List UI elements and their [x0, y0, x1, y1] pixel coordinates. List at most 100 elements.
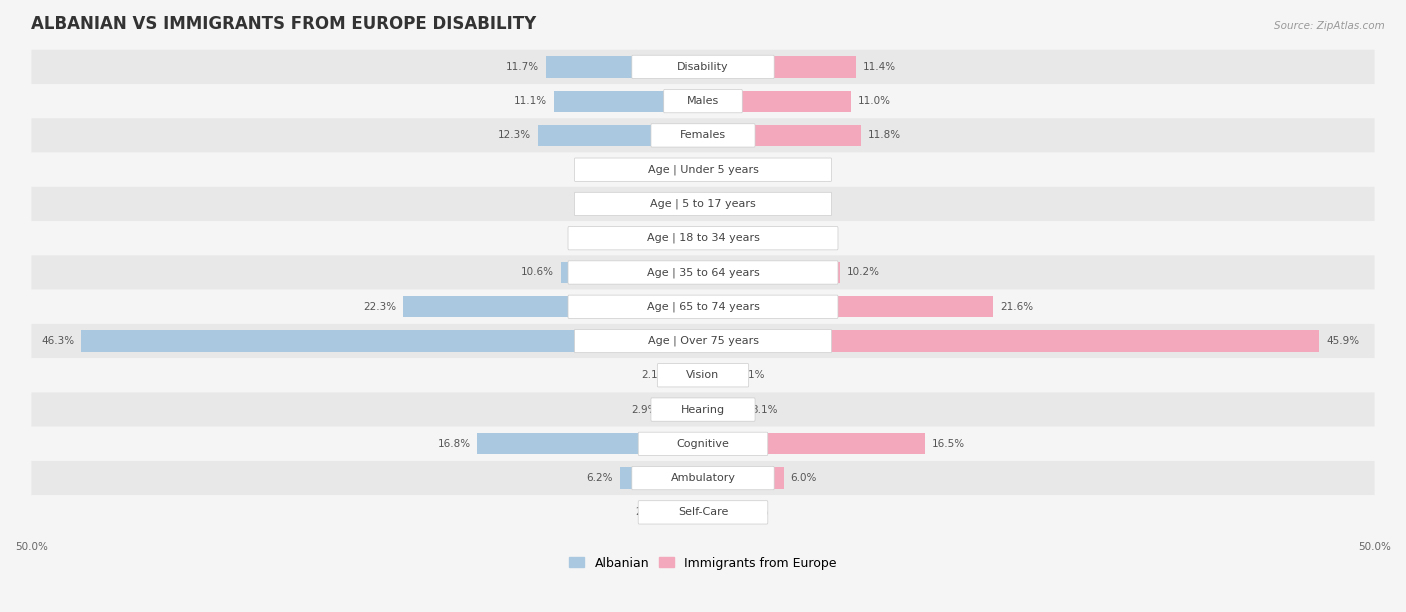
Bar [703, 296, 993, 318]
FancyBboxPatch shape [31, 187, 1375, 221]
Text: 11.1%: 11.1% [515, 96, 547, 106]
Text: 2.1%: 2.1% [738, 370, 765, 380]
Bar [703, 399, 745, 420]
Text: 5.3%: 5.3% [780, 199, 807, 209]
Text: 10.6%: 10.6% [520, 267, 554, 277]
Text: 6.2%: 6.2% [586, 473, 613, 483]
Bar [617, 228, 703, 249]
Bar [478, 433, 703, 455]
FancyBboxPatch shape [31, 358, 1375, 392]
Bar [703, 468, 783, 489]
FancyBboxPatch shape [31, 495, 1375, 529]
Text: Age | 18 to 34 years: Age | 18 to 34 years [647, 233, 759, 244]
Bar [561, 262, 703, 283]
Text: 1.1%: 1.1% [655, 165, 682, 174]
Text: 6.4%: 6.4% [796, 233, 823, 243]
FancyBboxPatch shape [568, 295, 838, 318]
Bar [546, 56, 703, 78]
Bar [688, 159, 703, 181]
FancyBboxPatch shape [638, 432, 768, 455]
Text: 2.9%: 2.9% [631, 405, 658, 414]
FancyBboxPatch shape [575, 158, 831, 181]
Text: 3.1%: 3.1% [751, 405, 778, 414]
Bar [675, 365, 703, 386]
FancyBboxPatch shape [664, 89, 742, 113]
Bar [703, 502, 735, 523]
Text: 11.8%: 11.8% [868, 130, 901, 140]
FancyBboxPatch shape [31, 324, 1375, 358]
FancyBboxPatch shape [631, 466, 775, 490]
Bar [703, 433, 925, 455]
FancyBboxPatch shape [31, 118, 1375, 152]
FancyBboxPatch shape [31, 50, 1375, 84]
Bar [554, 91, 703, 112]
Bar [703, 228, 789, 249]
FancyBboxPatch shape [31, 255, 1375, 289]
Text: 11.0%: 11.0% [858, 96, 890, 106]
FancyBboxPatch shape [568, 226, 838, 250]
Bar [703, 91, 851, 112]
Text: 6.0%: 6.0% [790, 473, 817, 483]
Bar [703, 262, 839, 283]
Bar [628, 193, 703, 215]
FancyBboxPatch shape [638, 501, 768, 524]
Text: 21.6%: 21.6% [1000, 302, 1033, 312]
Bar [703, 125, 862, 146]
Bar [538, 125, 703, 146]
FancyBboxPatch shape [651, 398, 755, 421]
Text: 10.2%: 10.2% [846, 267, 880, 277]
Text: 2.1%: 2.1% [641, 370, 668, 380]
Text: 45.9%: 45.9% [1326, 336, 1360, 346]
Text: Age | 5 to 17 years: Age | 5 to 17 years [650, 199, 756, 209]
Text: 2.4%: 2.4% [742, 507, 769, 517]
Text: 16.5%: 16.5% [931, 439, 965, 449]
FancyBboxPatch shape [31, 392, 1375, 427]
Bar [620, 468, 703, 489]
Text: Source: ZipAtlas.com: Source: ZipAtlas.com [1274, 21, 1385, 31]
Text: Age | 65 to 74 years: Age | 65 to 74 years [647, 302, 759, 312]
Text: 2.6%: 2.6% [636, 507, 661, 517]
FancyBboxPatch shape [31, 84, 1375, 118]
Text: Disability: Disability [678, 62, 728, 72]
Text: 12.3%: 12.3% [498, 130, 531, 140]
FancyBboxPatch shape [31, 461, 1375, 495]
Bar [703, 159, 720, 181]
Text: Vision: Vision [686, 370, 720, 380]
Bar [703, 56, 856, 78]
Text: 11.7%: 11.7% [506, 62, 538, 72]
Text: Age | 35 to 64 years: Age | 35 to 64 years [647, 267, 759, 278]
Text: Self-Care: Self-Care [678, 507, 728, 517]
Text: Age | Over 75 years: Age | Over 75 years [648, 336, 758, 346]
Text: Males: Males [688, 96, 718, 106]
FancyBboxPatch shape [575, 192, 831, 215]
Bar [668, 502, 703, 523]
Text: 22.3%: 22.3% [364, 302, 396, 312]
Bar [404, 296, 703, 318]
Text: 5.5%: 5.5% [596, 199, 623, 209]
Text: Hearing: Hearing [681, 405, 725, 414]
FancyBboxPatch shape [631, 55, 775, 78]
Bar [703, 365, 731, 386]
FancyBboxPatch shape [658, 364, 748, 387]
FancyBboxPatch shape [651, 124, 755, 147]
FancyBboxPatch shape [568, 261, 838, 284]
Text: Age | Under 5 years: Age | Under 5 years [648, 165, 758, 175]
Text: 6.4%: 6.4% [583, 233, 610, 243]
Text: ALBANIAN VS IMMIGRANTS FROM EUROPE DISABILITY: ALBANIAN VS IMMIGRANTS FROM EUROPE DISAB… [31, 15, 537, 33]
FancyBboxPatch shape [31, 221, 1375, 255]
Legend: Albanian, Immigrants from Europe: Albanian, Immigrants from Europe [564, 551, 842, 575]
Text: Females: Females [681, 130, 725, 140]
Bar [82, 330, 703, 352]
FancyBboxPatch shape [575, 329, 831, 353]
Bar [703, 193, 775, 215]
Text: 46.3%: 46.3% [41, 336, 75, 346]
Text: Cognitive: Cognitive [676, 439, 730, 449]
Bar [703, 330, 1319, 352]
Bar [664, 399, 703, 420]
FancyBboxPatch shape [31, 289, 1375, 324]
Text: Ambulatory: Ambulatory [671, 473, 735, 483]
Text: 16.8%: 16.8% [437, 439, 471, 449]
Text: 11.4%: 11.4% [863, 62, 896, 72]
FancyBboxPatch shape [31, 427, 1375, 461]
Text: 1.3%: 1.3% [727, 165, 754, 174]
